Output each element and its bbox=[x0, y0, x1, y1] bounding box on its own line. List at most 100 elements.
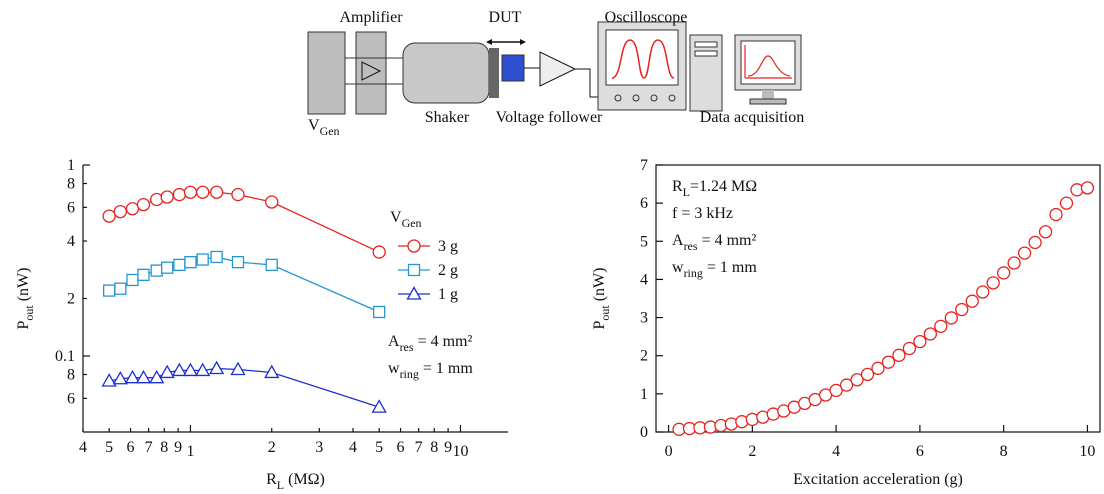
marker bbox=[135, 369, 152, 384]
marker bbox=[372, 245, 386, 259]
marker bbox=[231, 255, 245, 269]
arrow-head bbox=[520, 39, 526, 45]
marker bbox=[113, 204, 127, 219]
x-tick-label: 8 bbox=[430, 439, 438, 456]
y-axis-label: Pout (nW) bbox=[591, 267, 612, 329]
drive bbox=[694, 50, 718, 57]
marker bbox=[955, 302, 969, 317]
stand-base bbox=[749, 98, 787, 105]
marker bbox=[965, 294, 979, 308]
annotation: Ares = 4 mm² bbox=[672, 232, 756, 253]
marker bbox=[860, 367, 875, 382]
marker bbox=[103, 284, 116, 297]
marker bbox=[184, 255, 197, 269]
marker bbox=[1028, 235, 1042, 250]
marker bbox=[850, 373, 864, 387]
text-part: L bbox=[277, 478, 284, 492]
x-tick-label: 1 bbox=[186, 443, 194, 460]
y-tick-label: 1 bbox=[67, 157, 75, 174]
y-tick-label: 2 bbox=[67, 291, 75, 308]
x-tick-label: 4 bbox=[79, 439, 87, 456]
marker bbox=[944, 311, 958, 325]
marker bbox=[196, 185, 210, 199]
y-tick-label: 8 bbox=[67, 176, 75, 193]
y-tick-label: 3 bbox=[640, 310, 648, 327]
follower-symbol bbox=[539, 51, 577, 87]
annotation: RL=1.24 MΩ bbox=[672, 178, 757, 199]
text-part: ring bbox=[400, 367, 419, 381]
label: Amplifier bbox=[339, 9, 403, 26]
marker bbox=[406, 286, 422, 300]
marker bbox=[839, 378, 854, 392]
label: Data acquisition bbox=[700, 109, 804, 126]
marker bbox=[102, 209, 116, 223]
text-part: out bbox=[22, 305, 36, 321]
marker bbox=[1038, 225, 1053, 239]
marker bbox=[137, 268, 150, 281]
text-part: res bbox=[400, 340, 414, 354]
text-part: = 4 mm² bbox=[698, 232, 757, 249]
x-tick-label: 7 bbox=[415, 439, 423, 456]
marker bbox=[913, 334, 927, 349]
text-part: w bbox=[672, 259, 684, 276]
marker bbox=[407, 239, 421, 253]
marker bbox=[871, 361, 885, 375]
text-part: Excitation acceleration (g) bbox=[793, 471, 963, 488]
x-tick-label: 4 bbox=[349, 439, 357, 456]
text-part: =1.24 MΩ bbox=[690, 178, 757, 195]
marker bbox=[182, 362, 199, 377]
text-part: Gen bbox=[402, 216, 422, 230]
x-tick-label: 5 bbox=[105, 439, 113, 456]
y-tick-label: 0.1 bbox=[55, 348, 75, 365]
legend-label: 3 g bbox=[438, 238, 458, 255]
amplifier-box bbox=[355, 31, 387, 115]
text-part: w bbox=[388, 360, 400, 377]
monitor-screen bbox=[740, 40, 796, 85]
x-tick-label: 3 bbox=[315, 439, 323, 456]
marker bbox=[902, 341, 917, 356]
legend-label: 1 g bbox=[438, 286, 458, 303]
marker bbox=[1049, 207, 1063, 222]
x-axis-label: Excitation acceleration (g) bbox=[793, 471, 963, 488]
marker bbox=[114, 282, 127, 295]
marker bbox=[265, 195, 279, 209]
x-tick-label: 5 bbox=[375, 439, 383, 456]
y-tick-label: 1 bbox=[640, 386, 648, 403]
marker bbox=[112, 370, 128, 385]
wire bbox=[575, 68, 600, 98]
x-tick-label: 10 bbox=[452, 443, 468, 460]
marker bbox=[986, 276, 1000, 290]
text-part: P bbox=[15, 321, 32, 330]
marker bbox=[371, 399, 387, 413]
series-line bbox=[109, 256, 380, 313]
setup-diagram: Amplifier DUT Oscilloscope Shaker Voltag… bbox=[307, 9, 804, 138]
monitor-plot bbox=[744, 45, 792, 79]
knob bbox=[650, 94, 658, 102]
x-tick-label: 4 bbox=[832, 443, 840, 460]
marker bbox=[923, 327, 938, 341]
text-part: A bbox=[672, 232, 684, 249]
marker bbox=[150, 264, 163, 277]
amp-symbol bbox=[361, 61, 382, 81]
marker bbox=[125, 202, 140, 216]
y-tick-label: 6 bbox=[67, 390, 75, 407]
y-tick-label: 6 bbox=[640, 195, 648, 212]
legend-title: VGen bbox=[390, 209, 422, 230]
annotation: f = 3 kHz bbox=[672, 205, 733, 222]
dut bbox=[501, 54, 525, 82]
text-part: (nW) bbox=[591, 267, 608, 305]
marker bbox=[195, 362, 211, 377]
x-tick-label: 8 bbox=[1000, 443, 1008, 460]
text-part: (nW) bbox=[15, 267, 32, 305]
plot-frame bbox=[655, 164, 1101, 433]
marker bbox=[159, 364, 175, 379]
marker bbox=[892, 348, 906, 362]
marker bbox=[161, 261, 174, 274]
generator-box bbox=[307, 31, 346, 115]
marker bbox=[172, 187, 187, 202]
drive bbox=[694, 41, 718, 48]
knob bbox=[632, 94, 640, 102]
scope-wave bbox=[611, 39, 675, 79]
label: DUT bbox=[489, 9, 522, 26]
